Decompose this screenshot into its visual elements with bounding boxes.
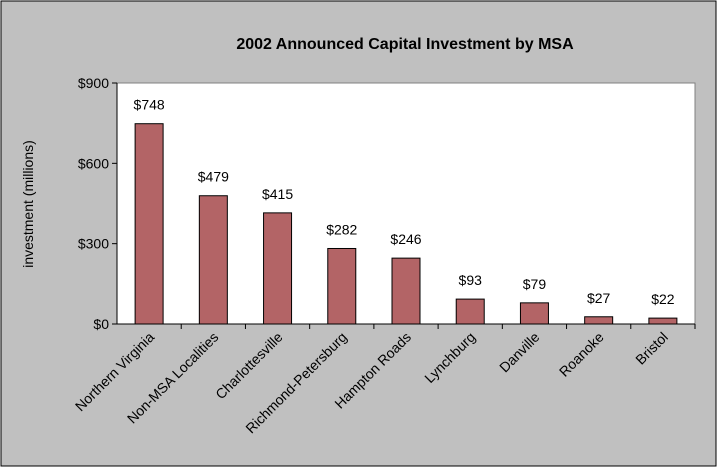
chart-title: 2002 Announced Capital Investment by MSA (236, 36, 574, 53)
y-tick-label: $600 (78, 155, 109, 171)
bar (263, 212, 293, 325)
bar (327, 247, 357, 325)
data-label: $79 (523, 276, 547, 292)
data-label: $246 (390, 231, 421, 247)
data-label: $93 (459, 272, 483, 288)
y-axis-label: investment (millions) (20, 140, 36, 268)
data-label: $27 (587, 290, 611, 306)
y-tick-label: $900 (78, 75, 109, 91)
data-label: $415 (262, 186, 293, 202)
bar (519, 302, 549, 325)
bar (584, 316, 614, 325)
y-tick-label: $300 (78, 236, 109, 252)
bar (134, 123, 164, 325)
bar (198, 195, 228, 325)
data-label: $748 (134, 97, 165, 113)
y-tick-label: $0 (93, 316, 109, 332)
data-label: $479 (198, 169, 229, 185)
data-label: $22 (651, 291, 675, 307)
bar (455, 298, 485, 325)
data-label: $282 (326, 221, 357, 237)
bar (648, 317, 678, 325)
bar (391, 257, 421, 325)
